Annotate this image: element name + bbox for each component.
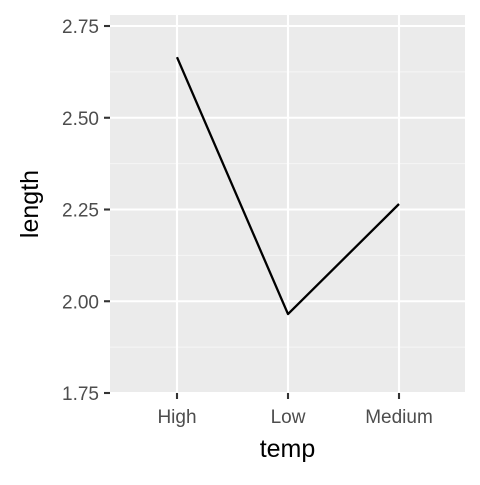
y-tick-label: 2.25 xyxy=(62,201,99,222)
y-axis: 1.75 2.00 2.25 2.50 2.75 xyxy=(62,17,110,405)
y-axis-title: length xyxy=(16,170,44,238)
series-line xyxy=(175,56,400,316)
x-axis: High Low Medium xyxy=(157,393,433,428)
major-gridlines xyxy=(110,15,465,395)
y-tick-label: 2.50 xyxy=(62,109,99,130)
x-tick-label: Low xyxy=(271,407,306,428)
x-axis-title: temp xyxy=(260,435,316,463)
x-tick-label: High xyxy=(157,407,196,428)
x-tick-label: Medium xyxy=(365,407,433,428)
y-tick-label: 2.00 xyxy=(62,292,99,313)
y-tick-label: 2.75 xyxy=(62,17,99,38)
series-layer xyxy=(175,56,400,316)
y-tick-label: 1.75 xyxy=(62,384,99,405)
